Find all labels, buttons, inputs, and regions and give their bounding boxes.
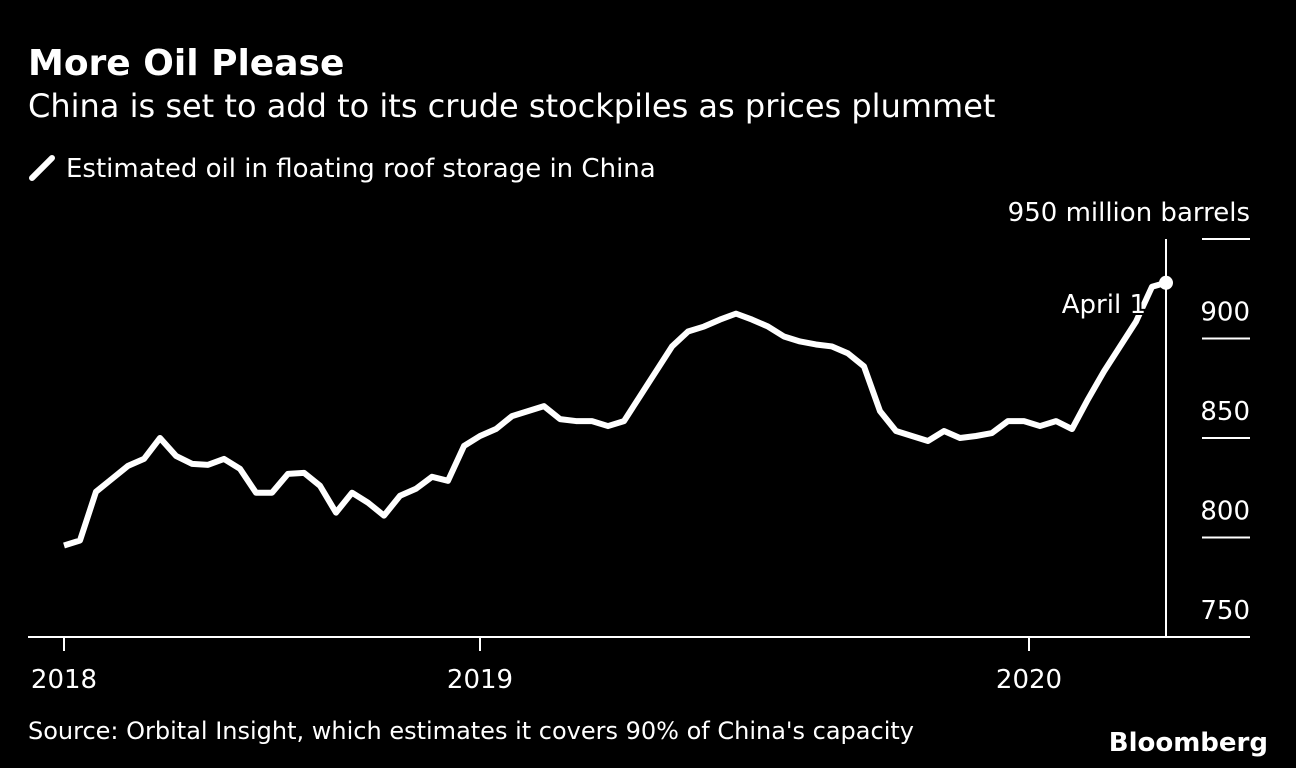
line — [63, 279, 1167, 549]
brand: Bloomberg — [1109, 728, 1268, 758]
source: Source: Orbital Insight, which estimates… — [28, 717, 914, 745]
chart-subtitle: China is set to add to its crude stockpi… — [28, 87, 995, 125]
annotation: April 1 — [1062, 290, 1146, 320]
y-tick-label: 900 — [1200, 298, 1250, 328]
y-tick-label: 950 million barrels — [1008, 198, 1250, 228]
chart-title: More Oil Please — [28, 43, 344, 84]
y-tick-label: 750 — [1200, 596, 1250, 626]
x-tick-label: 2020 — [996, 665, 1062, 695]
end-point — [1159, 275, 1173, 290]
x-tick-label: 2018 — [31, 665, 97, 695]
legend-label: Estimated oil in floating roof storage i… — [66, 154, 656, 184]
x-tick-label: 2019 — [447, 665, 513, 695]
legend-swatch — [29, 155, 55, 181]
y-tick-label: 800 — [1200, 497, 1250, 527]
y-tick-label: 850 — [1200, 397, 1250, 427]
